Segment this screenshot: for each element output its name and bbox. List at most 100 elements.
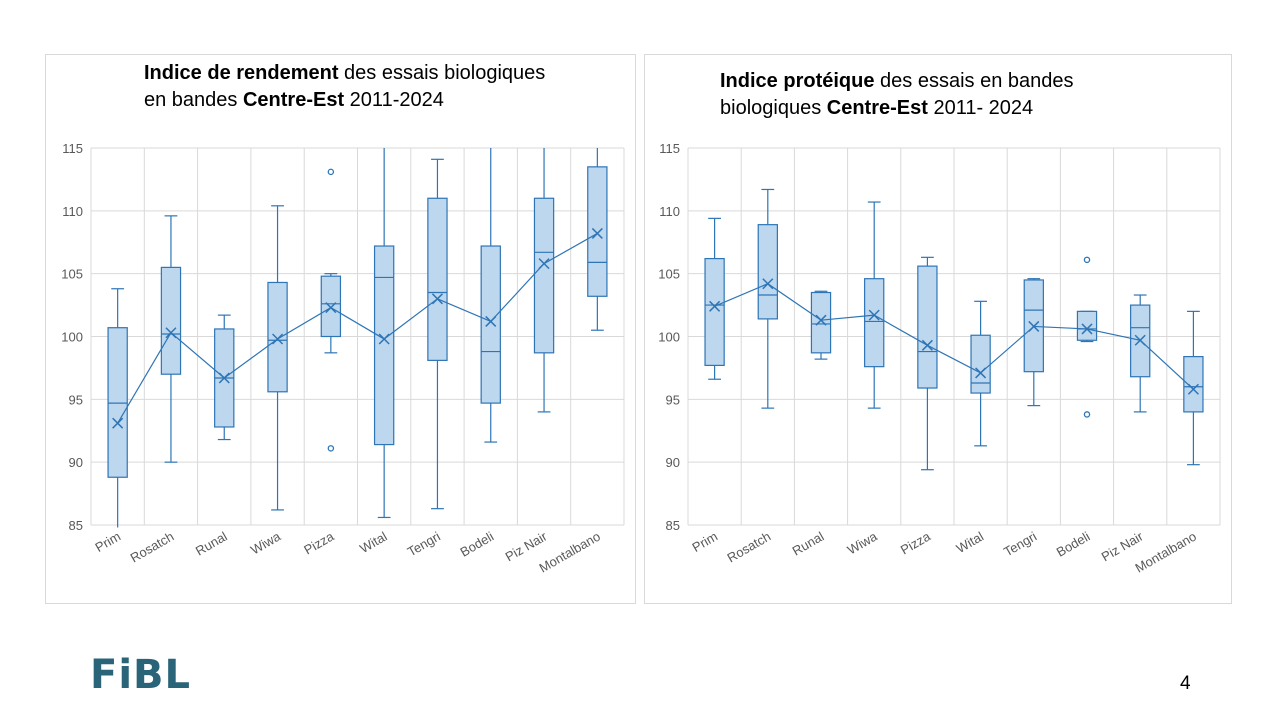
yield-index-boxplot: 85 90 95 100 105 110 115 Prim Rosatch Runal Wiwa Pi… [61,141,625,576]
x-tick-label: Tengri [405,529,443,560]
box-rosatch [160,215,182,463]
outlier-point [1083,411,1091,418]
x-tick-label: Montalbano [1133,529,1199,576]
box-prim [107,288,128,528]
iqr-box [160,266,182,375]
x-tick-label: Wital [357,529,390,556]
iqr-box [970,334,991,394]
iqr-box [1183,356,1204,413]
box-piz-nair [533,148,555,413]
protein-index-chart-panel: Indice protéique des essais en bandes bi… [644,54,1232,604]
x-tick-label: Bodeli [1054,529,1093,560]
x-tick-label: Rosatch [724,529,773,566]
x-tick-label: Runal [790,529,827,559]
y-tick-label: 110 [62,204,83,219]
x-tick-label: Montalbano [537,529,603,576]
title-region: Centre-Est [826,97,928,119]
iqr-box [267,281,288,393]
box-wital [373,148,395,519]
page-number: 4 [1180,673,1191,694]
box-montalbano [587,148,608,331]
iqr-box [917,265,938,389]
x-tick-label: Pizza [301,528,337,557]
y-tick-label: 100 [658,330,680,345]
mean-marker [1134,334,1146,346]
box-pizza [320,168,342,452]
title-bold-part: Indice protéique [720,70,875,92]
fibl-logo: FiBL [90,652,192,698]
mean-marker [485,315,497,327]
y-tick-label: 115 [62,141,83,156]
outlier-point [327,168,335,176]
x-tick-label: Wital [954,529,987,556]
x-tick-label: Pizza [898,528,934,557]
iqr-box [1076,310,1098,341]
title-bold-part: Indice de rendement [144,62,339,84]
iqr-box [373,245,395,446]
box-rosatch [757,188,778,409]
mean-marker [709,300,721,312]
outlier-point [1083,256,1091,264]
mean-line [117,232,598,424]
mean-marker [591,227,603,239]
title-years: 2011-2024 [344,89,444,111]
mean-marker [975,367,987,379]
iqr-box [810,291,832,354]
mean-marker [815,314,827,326]
title-region: Centre-Est [242,89,345,111]
y-tick-label: 115 [659,141,680,156]
mean-marker [431,293,443,305]
mean-marker [538,258,550,270]
box-runal [810,290,832,360]
box-pizza [917,256,938,471]
iqr-box [427,197,448,361]
x-tick-label: Wiwa [248,528,284,557]
box-montalbano [1183,310,1204,466]
chart-title: Indice de rendement des essais biologiqu… [144,60,564,114]
yield-index-chart-panel: Indice de rendement des essais biologiqu… [45,54,636,604]
mean-line [714,283,1194,390]
chart-title: Indice protéique des essais en bandes bi… [720,68,1140,122]
y-tick-label: 110 [659,204,680,219]
title-text-part: des essais biologiques en bandes [144,62,546,111]
outlier-point [327,445,335,452]
y-tick-label: 90 [69,455,83,470]
box-bodeli [1076,256,1098,418]
x-tick-label: Rosatch [128,529,177,566]
mean-marker [378,333,390,345]
box-wital [970,300,991,447]
box-wiwa [864,201,885,409]
iqr-box [757,224,778,320]
title-text-part: des essais en bandes biologiques [720,70,1074,119]
box-wiwa [267,205,288,511]
title-years: 2011- 2024 [927,97,1034,119]
iqr-box [320,275,342,338]
iqr-box [587,166,608,297]
mean-marker [218,372,230,384]
mean-marker [272,333,284,345]
mean-marker [325,302,337,314]
iqr-box [864,278,885,368]
y-tick-label: 95 [69,392,83,407]
x-tick-label: Runal [193,529,230,559]
iqr-box [107,327,128,478]
x-tick-label: Wiwa [845,528,881,557]
y-tick-label: 85 [666,518,680,533]
box-bodeli [480,148,501,443]
box-tengri [1023,278,1044,407]
y-tick-label: 105 [658,267,680,282]
mean-marker [1028,320,1040,332]
box-prim [704,217,725,380]
x-tick-label: Bodeli [457,529,496,560]
y-tick-label: 100 [61,330,83,345]
y-tick-label: 85 [69,518,83,533]
mean-marker [1187,383,1199,395]
box-tengri [427,158,448,510]
x-tick-label: Prim [93,529,124,555]
x-tick-label: Prim [689,529,720,555]
mean-marker [868,309,880,321]
y-tick-label: 105 [61,267,83,282]
box-piz-nair [1130,294,1151,413]
mean-marker [1081,323,1093,335]
mean-marker [921,339,933,351]
